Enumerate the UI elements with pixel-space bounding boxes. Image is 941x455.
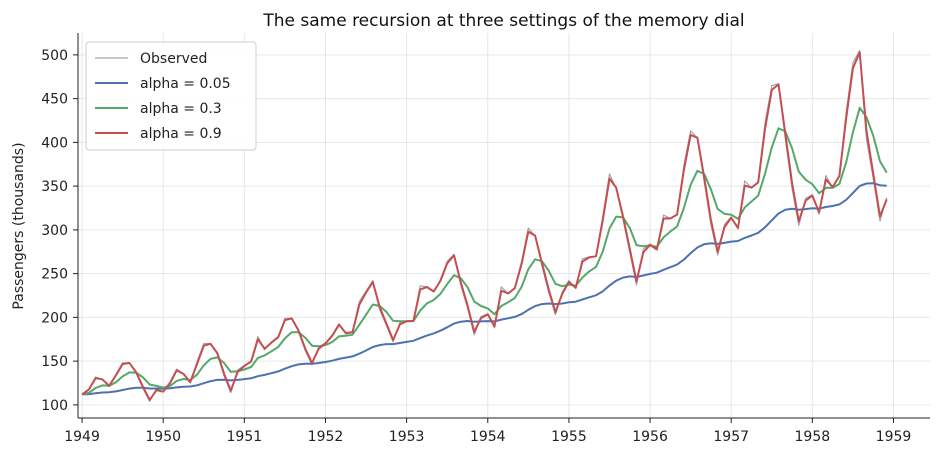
- x-tick-label: 1952: [308, 429, 344, 445]
- y-tick-label: 450: [41, 92, 68, 108]
- y-tick-label: 500: [41, 48, 68, 64]
- series-lines: [81, 49, 888, 402]
- grid-lines: [78, 33, 930, 418]
- legend-label-alpha-0-9: alpha = 0.9: [140, 126, 222, 142]
- x-tick-label: 1959: [876, 429, 912, 445]
- x-tick-label: 1958: [795, 429, 831, 445]
- x-tick-label: 1957: [713, 429, 749, 445]
- x-tick-label: 1953: [389, 429, 425, 445]
- y-tick-label: 200: [41, 310, 68, 326]
- x-ticks: 1949 1950 1951 1952 1953 1954 1955 1956 1957 1958…: [64, 418, 911, 445]
- y-tick-label: 300: [41, 223, 68, 239]
- x-tick-label: 1956: [632, 429, 668, 445]
- y-tick-label: 250: [41, 267, 68, 283]
- legend-box: [85, 41, 257, 151]
- y-axis-title: Passengers (thousands): [11, 142, 27, 309]
- series-line-alpha-0-05: [82, 182, 887, 396]
- legend-label-observed: Observed: [140, 51, 207, 67]
- axes: [77, 33, 930, 419]
- y-tick-label: 400: [41, 135, 68, 151]
- series-line-alpha-0-9: [81, 51, 888, 401]
- x-tick-label: 1951: [227, 429, 263, 445]
- x-tick-label: 1954: [470, 429, 506, 445]
- legend-label-alpha-0-05: alpha = 0.05: [140, 76, 231, 92]
- chart-title: The same recursion at three settings of …: [262, 11, 744, 31]
- y-ticks: 100 150 200 250 300 350 400 450 500: [41, 48, 78, 414]
- x-tick-label: 1955: [551, 429, 587, 445]
- legend-label-alpha-0-3: alpha = 0.3: [140, 101, 222, 117]
- legend: Observed alpha = 0.05 alpha = 0.3 alpha = 0…: [85, 41, 257, 151]
- y-tick-label: 100: [41, 398, 68, 414]
- y-tick-label: 350: [41, 179, 68, 195]
- x-tick-label: 1950: [145, 429, 181, 445]
- y-tick-label: 150: [41, 354, 68, 370]
- x-tick-label: 1949: [64, 429, 100, 445]
- series-line-alpha-0-3: [81, 106, 888, 396]
